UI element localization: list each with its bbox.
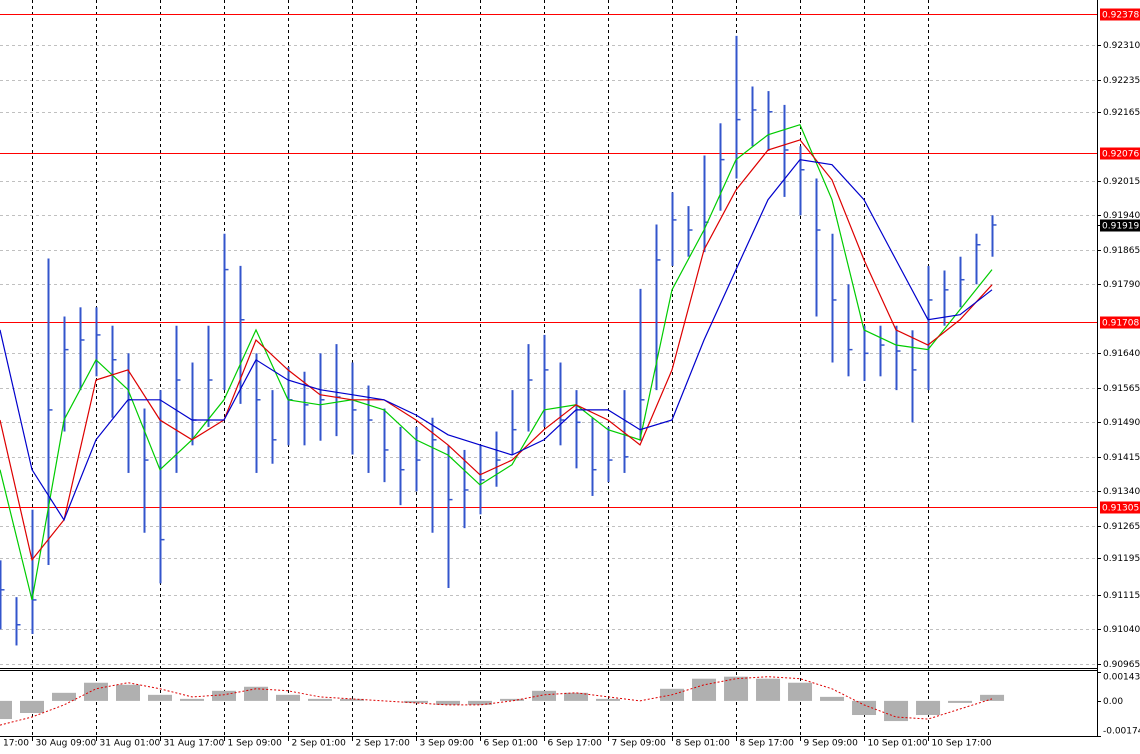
osc-bar bbox=[436, 700, 461, 705]
x-tick-label: 7 Sep 09:00 bbox=[612, 739, 667, 749]
osc-bar bbox=[852, 700, 877, 716]
osc-bar bbox=[84, 682, 109, 701]
x-tick-label: 3 Sep 09:00 bbox=[420, 739, 475, 749]
x-tick-label: 17:00 bbox=[3, 739, 29, 749]
osc-bar bbox=[148, 694, 173, 701]
x-tick-label: 2 Sep 17:00 bbox=[356, 739, 411, 749]
y-tick-label: 0.91115 bbox=[1103, 591, 1140, 601]
y-tick-label: 0.92165 bbox=[1103, 108, 1140, 118]
osc-signal bbox=[0, 676, 993, 726]
osc-bar bbox=[724, 676, 749, 701]
osc-bar bbox=[212, 690, 237, 701]
x-tick-label: 8 Sep 17:00 bbox=[740, 739, 795, 749]
osc-bar bbox=[756, 678, 781, 701]
moving-average bbox=[0, 158, 993, 522]
x-tick-label: 8 Sep 01:00 bbox=[676, 739, 731, 749]
y-tick-label: 0.91415 bbox=[1103, 453, 1140, 463]
moving-average bbox=[0, 139, 993, 562]
y-tick-label: 0.92015 bbox=[1103, 177, 1140, 187]
level-label: 0.91305 bbox=[1102, 504, 1139, 514]
osc-y-tick-label: -0.00174 bbox=[1103, 727, 1140, 737]
y-tick-label: 0.92235 bbox=[1103, 76, 1140, 86]
osc-bar bbox=[788, 682, 813, 701]
y-tick-label: 0.91195 bbox=[1103, 554, 1140, 564]
x-tick-label: 2 Sep 01:00 bbox=[292, 739, 347, 749]
osc-bar bbox=[980, 694, 1005, 701]
osc-bar bbox=[404, 700, 429, 703]
osc-bar bbox=[52, 692, 77, 701]
y-tick-label: 0.91865 bbox=[1103, 246, 1140, 256]
y-tick-label: 0.91340 bbox=[1103, 487, 1140, 497]
y-tick-label: 0.91265 bbox=[1103, 522, 1140, 532]
osc-bar bbox=[276, 694, 301, 701]
x-tick-label: 30 Aug 09:00 bbox=[36, 739, 97, 749]
x-tick-label: 31 Aug 17:00 bbox=[164, 739, 225, 749]
level-label: 0.91708 bbox=[1102, 319, 1139, 329]
x-tick-label: 31 Aug 01:00 bbox=[100, 739, 161, 749]
osc-bar bbox=[500, 698, 525, 701]
y-tick-label: 0.91040 bbox=[1103, 625, 1140, 635]
osc-bar bbox=[916, 700, 941, 716]
osc-bar bbox=[692, 678, 717, 701]
osc-bar bbox=[884, 700, 909, 722]
x-tick-label: 10 Sep 01:00 bbox=[868, 739, 928, 749]
current-price-label: 0.91919 bbox=[1102, 222, 1139, 232]
y-tick-label: 0.91490 bbox=[1103, 418, 1140, 428]
osc-bar bbox=[468, 700, 493, 705]
y-tick-label: 0.91640 bbox=[1103, 349, 1140, 359]
osc-bar bbox=[244, 686, 269, 701]
osc-bar bbox=[564, 692, 589, 701]
osc-bar bbox=[948, 700, 973, 703]
osc-bar bbox=[596, 698, 621, 701]
level-label-bg bbox=[1100, 316, 1140, 329]
osc-bar bbox=[20, 700, 45, 713]
osc-y-tick-label: 0.001432 bbox=[1103, 673, 1140, 683]
level-label: 0.92076 bbox=[1102, 150, 1139, 160]
x-tick-label: 9 Sep 09:00 bbox=[804, 739, 859, 749]
current-price-bg bbox=[1100, 219, 1140, 232]
level-label: 0.92378 bbox=[1102, 11, 1139, 21]
x-tick-label: 1 Sep 09:00 bbox=[228, 739, 283, 749]
osc-y-tick-label: 0.00 bbox=[1103, 697, 1123, 707]
osc-bar bbox=[308, 698, 333, 701]
y-tick-label: 0.92310 bbox=[1103, 41, 1140, 51]
level-label-bg bbox=[1100, 8, 1140, 21]
osc-bar bbox=[820, 696, 845, 701]
y-tick-label: 0.91565 bbox=[1103, 384, 1140, 394]
osc-bar bbox=[340, 698, 365, 701]
level-label-bg bbox=[1100, 501, 1140, 514]
x-tick-label: 10 Sep 17:00 bbox=[932, 739, 992, 749]
osc-bar bbox=[180, 698, 205, 701]
osc-bar bbox=[116, 684, 141, 701]
osc-bar bbox=[532, 690, 557, 701]
x-tick-label: 6 Sep 17:00 bbox=[548, 739, 603, 749]
y-tick-label: 0.90965 bbox=[1103, 660, 1140, 670]
y-tick-label: 0.91790 bbox=[1103, 280, 1140, 290]
osc-bar bbox=[0, 700, 12, 720]
x-tick-label: 6 Sep 01:00 bbox=[484, 739, 539, 749]
level-label-bg bbox=[1100, 147, 1140, 160]
moving-average bbox=[0, 123, 993, 601]
y-tick-label: 0.91940 bbox=[1103, 211, 1140, 221]
